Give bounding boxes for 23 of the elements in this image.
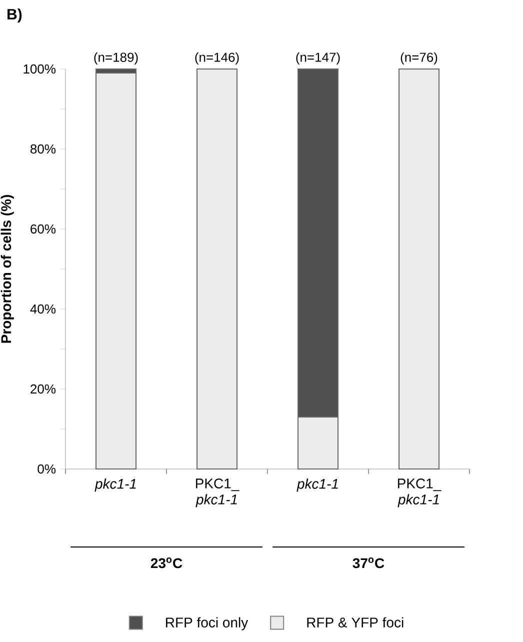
bar (96, 72, 136, 470)
bar (398, 68, 440, 470)
legend-label: RFP foci only (166, 617, 248, 630)
y-tick-label: 80% (30, 144, 56, 154)
y-tick-label: 100% (24, 64, 56, 74)
text: (n=147) (296, 52, 340, 64)
y-tick-label: 60% (30, 224, 56, 234)
x-tick-label: PKC1_ pkc1-1 (196, 478, 240, 508)
text: 23$^{o}$C (150, 558, 182, 568)
chart-title: B) (8, 8, 22, 22)
bar (196, 68, 238, 470)
y-tick-label: 20% (30, 384, 56, 394)
x-tick-label: pkc1-1 (296, 478, 338, 492)
text: (n=189) (94, 52, 138, 64)
y-axis-title: Proportion of cells (%) (0, 195, 14, 343)
text: (n=146) (195, 52, 239, 64)
text: 37$^{o}$C (352, 558, 384, 568)
y-tick-label: 40% (30, 304, 56, 314)
legend-label: RFP & YFP foci (307, 617, 404, 628)
x-tick-label: PKC1_ pkc1-1 (398, 478, 442, 508)
text: (n=76) (400, 52, 438, 64)
x-tick-label: pkc1-1 (94, 478, 136, 492)
y-tick-label: 0% (38, 464, 56, 474)
